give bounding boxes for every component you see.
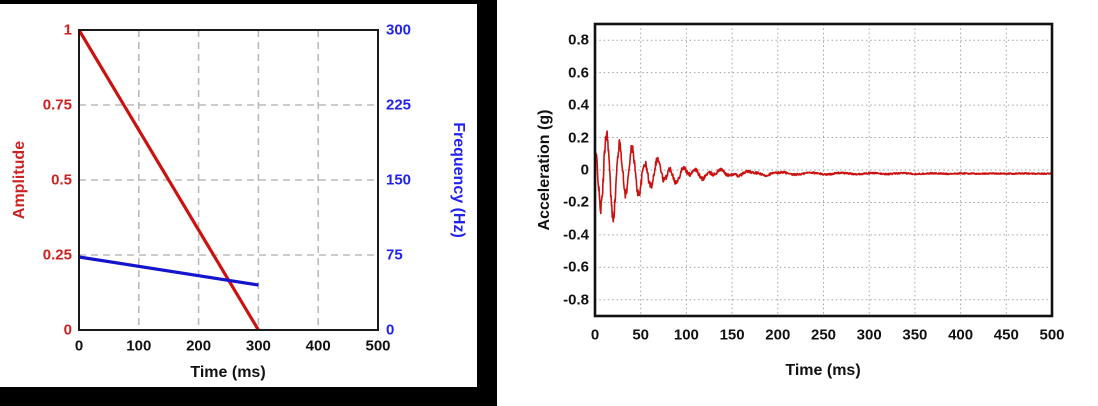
- right-chart-y-axis-title-acceleration: Acceleration (g): [536, 109, 553, 231]
- left-chart-ytick-right: 300: [386, 21, 412, 39]
- right-chart-xtick: 100: [673, 326, 699, 344]
- left-chart-xtick: 400: [305, 337, 331, 355]
- right-chart-x-axis-title-time: Time (ms): [785, 362, 861, 379]
- right-chart-xtick: 0: [590, 326, 600, 344]
- left-chart-ytick-left: 0: [63, 321, 72, 339]
- left-chart-y-axis-title-amplitude: Amplitude: [11, 140, 28, 220]
- right-plot-svg: [593, 22, 1054, 318]
- left-chart-ytick-left: 0.75: [42, 96, 72, 114]
- left-chart-ytick-left: 0.5: [51, 171, 72, 189]
- right-chart-ytick: 0: [580, 161, 589, 179]
- left-chart-ytick-left: 0.25: [42, 246, 72, 264]
- right-chart-ytick: -0.2: [563, 193, 589, 211]
- left-chart-ytick-right: 0: [386, 321, 395, 339]
- right-chart-ytick: -0.4: [563, 226, 589, 244]
- left-chart-xtick: 300: [245, 337, 271, 355]
- left-chart-ytick-left: 1: [63, 21, 72, 39]
- left-chart-ytick-right: 225: [386, 96, 412, 114]
- right-chart-xtick: 450: [993, 326, 1019, 344]
- right-chart-xtick: 250: [810, 326, 837, 344]
- right-chart-ytick: 0.2: [568, 129, 589, 147]
- left-plot-svg: [77, 29, 379, 331]
- left-chart-xtick: 100: [126, 337, 152, 355]
- left-chart-ytick-right: 150: [386, 171, 412, 189]
- right-chart-ytick: -0.8: [563, 291, 589, 309]
- right-chart-ytick: 0.8: [568, 31, 589, 49]
- left-chart-xtick: 200: [186, 337, 212, 355]
- right-chart-ytick: 0.4: [568, 96, 589, 114]
- right-chart-xtick: 150: [719, 326, 745, 344]
- right-chart-xtick: 500: [1039, 326, 1065, 344]
- left-chart-xtick: 500: [365, 337, 391, 355]
- right-chart-ytick: -0.6: [563, 258, 589, 276]
- right-chart-xtick: 300: [856, 326, 882, 344]
- right-chart-xtick: 200: [765, 326, 791, 344]
- right-chart-ytick: 0.6: [568, 64, 589, 82]
- right-chart-xtick: 400: [948, 326, 974, 344]
- right-chart-acceleration-waveform: [594, 130, 1053, 223]
- left-chart-series-1: [78, 255, 259, 287]
- left-chart-xtick: 0: [74, 337, 84, 355]
- left-chart-y2-axis-title-frequency: Frequency (Hz): [450, 122, 467, 238]
- right-chart-xtick: 350: [902, 326, 928, 344]
- left-chart-ytick-right: 75: [386, 246, 403, 264]
- right-chart-xtick: 50: [632, 326, 650, 344]
- left-chart-x-axis-title-time: Time (ms): [190, 364, 266, 381]
